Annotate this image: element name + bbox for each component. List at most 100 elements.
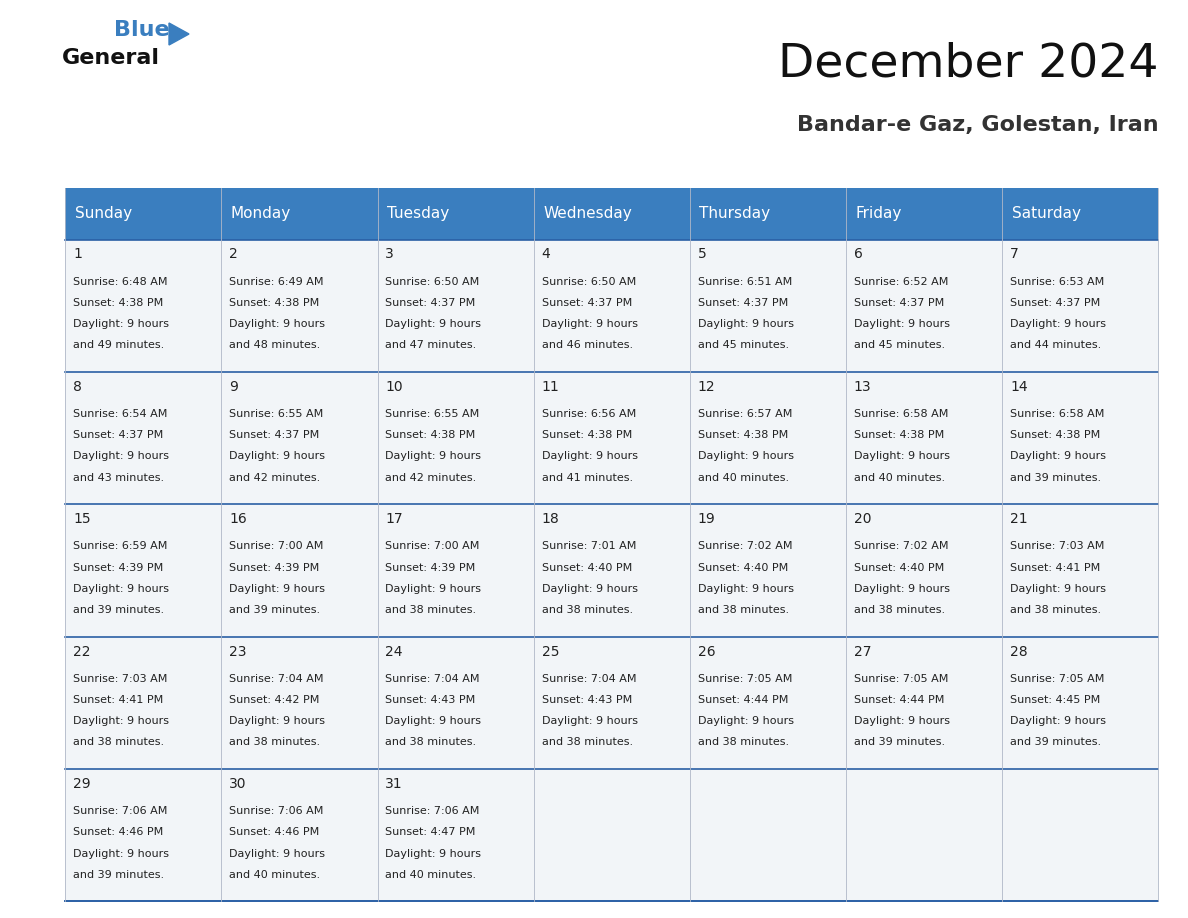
Text: Sunrise: 6:58 AM: Sunrise: 6:58 AM [1010,409,1105,419]
Bar [221,504,378,637]
Text: 14: 14 [1010,380,1028,394]
Bar [533,637,690,769]
Text: Sunrise: 6:56 AM: Sunrise: 6:56 AM [542,409,636,419]
Text: 23: 23 [229,644,247,658]
Text: Daylight: 9 hours: Daylight: 9 hours [385,716,481,726]
Text: and 39 minutes.: and 39 minutes. [74,605,164,615]
Text: 19: 19 [697,512,715,526]
Bar [533,188,690,240]
Text: Sunrise: 6:50 AM: Sunrise: 6:50 AM [542,276,636,286]
Text: Thursday: Thursday [700,207,770,221]
Text: 5: 5 [697,248,707,262]
Text: 8: 8 [74,380,82,394]
Text: and 42 minutes.: and 42 minutes. [229,473,321,483]
Text: 16: 16 [229,512,247,526]
Text: Sunset: 4:40 PM: Sunset: 4:40 PM [854,563,944,573]
Bar [65,240,221,372]
Bar [846,504,1003,637]
Text: and 45 minutes.: and 45 minutes. [697,341,789,350]
Text: Sunset: 4:38 PM: Sunset: 4:38 PM [854,431,944,441]
Text: and 49 minutes.: and 49 minutes. [74,341,164,350]
Text: 22: 22 [74,644,90,658]
Text: and 40 minutes.: and 40 minutes. [229,869,321,879]
Text: Sunset: 4:43 PM: Sunset: 4:43 PM [385,695,475,705]
Text: 30: 30 [229,777,247,791]
Text: and 48 minutes.: and 48 minutes. [229,341,321,350]
Text: Daylight: 9 hours: Daylight: 9 hours [854,716,950,726]
Text: and 38 minutes.: and 38 minutes. [542,737,633,747]
Text: Sunrise: 6:48 AM: Sunrise: 6:48 AM [74,276,168,286]
Text: Sunset: 4:37 PM: Sunset: 4:37 PM [385,297,475,308]
Text: Sunrise: 6:50 AM: Sunrise: 6:50 AM [385,276,480,286]
Bar [65,372,221,504]
Text: Sunday: Sunday [75,207,132,221]
Text: Bandar-e Gaz, Golestan, Iran: Bandar-e Gaz, Golestan, Iran [797,115,1158,135]
Bar [221,188,378,240]
Text: Sunset: 4:37 PM: Sunset: 4:37 PM [74,431,164,441]
Bar [65,637,221,769]
Text: 25: 25 [542,644,560,658]
Text: and 38 minutes.: and 38 minutes. [854,605,944,615]
Text: Sunset: 4:37 PM: Sunset: 4:37 PM [229,431,320,441]
Text: Sunset: 4:39 PM: Sunset: 4:39 PM [74,563,164,573]
Text: and 41 minutes.: and 41 minutes. [542,473,633,483]
Text: and 38 minutes.: and 38 minutes. [697,605,789,615]
Text: Sunrise: 7:02 AM: Sunrise: 7:02 AM [854,542,948,552]
Text: Daylight: 9 hours: Daylight: 9 hours [74,319,169,329]
Text: Daylight: 9 hours: Daylight: 9 hours [697,452,794,462]
Text: Sunset: 4:38 PM: Sunset: 4:38 PM [1010,431,1100,441]
Text: Sunset: 4:47 PM: Sunset: 4:47 PM [385,827,476,837]
Bar [378,188,533,240]
Text: Friday: Friday [855,207,902,221]
Text: Sunrise: 7:06 AM: Sunrise: 7:06 AM [229,806,323,816]
Bar [690,188,846,240]
Text: Sunrise: 6:55 AM: Sunrise: 6:55 AM [229,409,323,419]
Bar [533,240,690,372]
Text: 31: 31 [385,777,403,791]
Text: Daylight: 9 hours: Daylight: 9 hours [1010,319,1106,329]
Text: Saturday: Saturday [1011,207,1081,221]
Text: and 47 minutes.: and 47 minutes. [385,341,476,350]
Text: and 40 minutes.: and 40 minutes. [385,869,476,879]
Text: Sunrise: 7:00 AM: Sunrise: 7:00 AM [229,542,323,552]
Text: 12: 12 [697,380,715,394]
Bar [65,188,221,240]
Text: 7: 7 [1010,248,1019,262]
Text: Daylight: 9 hours: Daylight: 9 hours [385,452,481,462]
Text: 13: 13 [854,380,872,394]
Text: Sunrise: 6:57 AM: Sunrise: 6:57 AM [697,409,792,419]
Text: 18: 18 [542,512,560,526]
Text: 21: 21 [1010,512,1028,526]
Text: and 39 minutes.: and 39 minutes. [854,737,944,747]
Bar [690,769,846,901]
Bar [65,769,221,901]
Text: and 44 minutes.: and 44 minutes. [1010,341,1101,350]
Text: Sunset: 4:44 PM: Sunset: 4:44 PM [697,695,788,705]
Text: Daylight: 9 hours: Daylight: 9 hours [854,319,950,329]
Text: Sunset: 4:37 PM: Sunset: 4:37 PM [854,297,944,308]
Text: Sunset: 4:38 PM: Sunset: 4:38 PM [385,431,475,441]
Text: Daylight: 9 hours: Daylight: 9 hours [229,452,326,462]
Bar [378,372,533,504]
Text: and 46 minutes.: and 46 minutes. [542,341,633,350]
Text: 26: 26 [697,644,715,658]
Text: and 38 minutes.: and 38 minutes. [385,737,476,747]
Text: December 2024: December 2024 [778,41,1158,86]
Text: and 42 minutes.: and 42 minutes. [385,473,476,483]
Text: 3: 3 [385,248,394,262]
Text: 24: 24 [385,644,403,658]
Bar [690,637,846,769]
Text: Daylight: 9 hours: Daylight: 9 hours [74,584,169,594]
Text: Sunset: 4:38 PM: Sunset: 4:38 PM [697,431,788,441]
Text: Sunset: 4:39 PM: Sunset: 4:39 PM [229,563,320,573]
Bar [533,769,690,901]
Text: and 40 minutes.: and 40 minutes. [697,473,789,483]
Text: Daylight: 9 hours: Daylight: 9 hours [74,848,169,858]
Text: and 39 minutes.: and 39 minutes. [229,605,321,615]
Text: 1: 1 [74,248,82,262]
Text: 9: 9 [229,380,238,394]
Text: Daylight: 9 hours: Daylight: 9 hours [854,452,950,462]
Text: and 43 minutes.: and 43 minutes. [74,473,164,483]
Bar [1003,769,1158,901]
Bar [1003,637,1158,769]
